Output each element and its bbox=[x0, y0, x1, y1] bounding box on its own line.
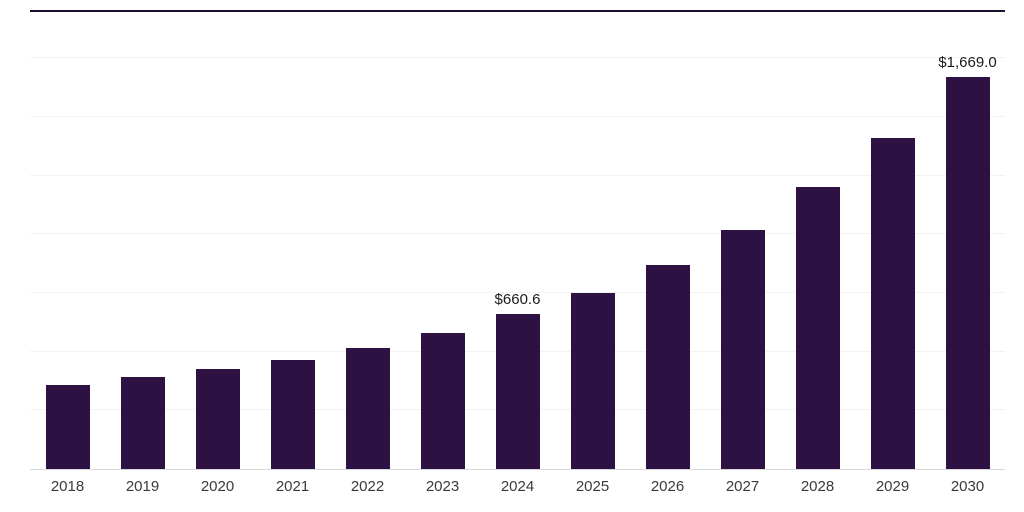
bar-slot-2022 bbox=[330, 12, 405, 469]
bar-slot-2029 bbox=[855, 12, 930, 469]
x-tick-label-2022: 2022 bbox=[350, 478, 385, 495]
bar-2023 bbox=[420, 332, 465, 469]
gridline bbox=[30, 115, 1005, 117]
bar-2027 bbox=[720, 229, 765, 469]
bar-2021 bbox=[270, 359, 315, 469]
bar-slot-2018 bbox=[30, 12, 105, 469]
bar-slot-2025 bbox=[555, 12, 630, 469]
bar-2019 bbox=[120, 377, 165, 469]
x-tick-label-2028: 2028 bbox=[800, 478, 835, 495]
bar-2025 bbox=[570, 292, 615, 469]
x-tick-label-2029: 2029 bbox=[875, 478, 910, 495]
x-axis: 2018 2019 2020 2021 2022 2023 2024 2025 2026 2027… bbox=[30, 478, 1005, 495]
value-label-2024: $660.6 bbox=[494, 290, 541, 308]
bar-2020 bbox=[195, 369, 240, 469]
x-tick-label-2021: 2021 bbox=[275, 478, 310, 495]
bar-slot-2023 bbox=[405, 12, 480, 469]
x-tick-label-2027: 2027 bbox=[725, 478, 760, 495]
x-tick-label-2026: 2026 bbox=[650, 478, 685, 495]
bar-2028 bbox=[795, 187, 840, 469]
x-tick-label-2018: 2018 bbox=[50, 478, 85, 495]
gridline bbox=[30, 291, 1005, 293]
x-tick-label-2023: 2023 bbox=[425, 478, 460, 495]
x-tick-label-2019: 2019 bbox=[125, 478, 160, 495]
bar-slot-2027 bbox=[705, 12, 780, 469]
bar-2026 bbox=[645, 264, 690, 469]
bar-slot-2020 bbox=[180, 12, 255, 469]
gridline bbox=[30, 174, 1005, 176]
plot-area: $660.6 $1,669.0 bbox=[30, 10, 1005, 470]
bar-slot-2030: $1,669.0 bbox=[930, 12, 1005, 469]
bar-2030 bbox=[945, 77, 990, 469]
x-tick-label-2024: 2024 bbox=[500, 478, 535, 495]
x-tick-label-2025: 2025 bbox=[575, 478, 610, 495]
gridline bbox=[30, 233, 1005, 235]
gridline bbox=[30, 57, 1005, 59]
bar-slot-2019 bbox=[105, 12, 180, 469]
bar-2029 bbox=[870, 138, 915, 469]
x-tick-label-2020: 2020 bbox=[200, 478, 235, 495]
bar-slot-2028 bbox=[780, 12, 855, 469]
bar-slot-2026 bbox=[630, 12, 705, 469]
bars-row: $660.6 $1,669.0 bbox=[30, 12, 1005, 469]
bar-slot-2021 bbox=[255, 12, 330, 469]
bar-slot-2024: $660.6 bbox=[480, 12, 555, 469]
bar-2024 bbox=[495, 313, 540, 469]
bar-2018 bbox=[45, 384, 90, 469]
bar-2022 bbox=[345, 348, 390, 469]
x-tick-label-2030: 2030 bbox=[950, 478, 985, 495]
value-label-2030: $1,669.0 bbox=[938, 54, 997, 72]
